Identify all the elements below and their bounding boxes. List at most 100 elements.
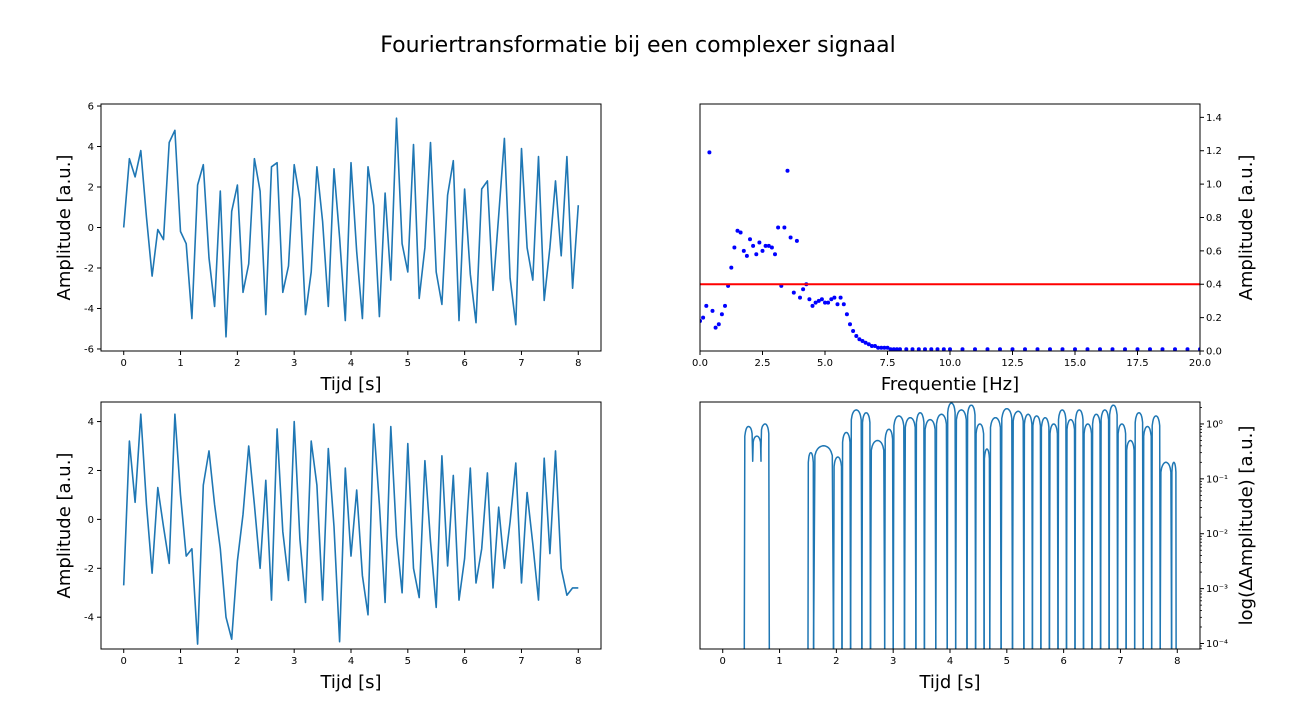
- series-line: [869, 439, 886, 649]
- data-point: [1048, 347, 1052, 351]
- y-tick-label: 0.4: [1206, 280, 1222, 291]
- series-line: [1040, 416, 1051, 649]
- series-line: [883, 428, 894, 649]
- y-tick-label: 0: [88, 515, 94, 526]
- data-point: [929, 347, 934, 351]
- data-point: [707, 150, 712, 155]
- data-point: [719, 312, 724, 317]
- y-tick-label: 1.2: [1206, 146, 1222, 157]
- data-point: [801, 287, 806, 292]
- data-point: [960, 347, 965, 351]
- y-tick-label: 10⁻¹: [1206, 474, 1228, 485]
- y-tick-label: 1.4: [1206, 113, 1222, 124]
- y-tick-label: 0: [88, 223, 94, 234]
- y-tick-label: 0.6: [1206, 246, 1222, 257]
- series-line: [946, 402, 957, 649]
- y-tick-label: 0.8: [1206, 213, 1222, 224]
- data-point: [769, 245, 774, 250]
- x-tick-label: 12.5: [1001, 358, 1023, 369]
- figure-title: Fouriertransformatie bij een complexer s…: [380, 33, 896, 58]
- y-tick-label: 10⁰: [1206, 419, 1223, 430]
- data-point: [1035, 347, 1040, 351]
- data-point: [898, 347, 902, 351]
- series-line: [1159, 461, 1173, 649]
- data-point: [923, 347, 927, 351]
- series-line: [989, 416, 1002, 649]
- data-point: [704, 303, 709, 308]
- data-point: [754, 252, 759, 257]
- data-point: [857, 337, 862, 342]
- data-point: [723, 303, 727, 308]
- data-point: [794, 238, 799, 243]
- plot-area: [700, 150, 1200, 351]
- series-line: [1125, 439, 1136, 649]
- data-point: [941, 347, 946, 351]
- data-point: [757, 240, 762, 245]
- data-point: [1060, 347, 1065, 351]
- x-tick-label: 8: [575, 656, 581, 667]
- x-axis-label: Tijd [s]: [319, 672, 381, 693]
- data-point: [763, 243, 768, 248]
- y-tick-label: 10⁻²: [1206, 529, 1228, 540]
- x-tick-label: 2: [234, 656, 240, 667]
- series-line: [861, 412, 872, 649]
- x-tick-label: 0: [720, 656, 726, 667]
- y-tick-label: 6: [88, 102, 94, 113]
- data-point: [973, 347, 977, 351]
- data-point: [776, 225, 781, 230]
- x-tick-label: 7.5: [880, 358, 896, 369]
- series-line: [1057, 409, 1068, 649]
- data-point: [891, 347, 896, 351]
- series-line: [1142, 425, 1153, 649]
- series-line: [807, 451, 815, 649]
- y-tick-label: 2: [88, 466, 94, 477]
- series-line: [122, 117, 580, 338]
- data-point: [810, 303, 815, 308]
- data-point: [760, 248, 765, 253]
- series-line: [1133, 412, 1144, 649]
- axes-frame: [699, 103, 1201, 352]
- x-axis-label: Tijd [s]: [319, 374, 381, 395]
- data-point: [885, 345, 890, 350]
- x-tick-label: 3: [291, 656, 297, 667]
- x-tick-label: 5.0: [817, 358, 833, 369]
- data-point: [1135, 347, 1140, 351]
- x-tick-label: 4: [348, 656, 354, 667]
- series-line: [892, 415, 906, 649]
- y-tick-label: -2: [84, 263, 94, 274]
- y-tick-label: 4: [88, 417, 94, 428]
- data-point: [935, 347, 940, 351]
- series-line: [1031, 415, 1042, 649]
- data-point: [732, 245, 737, 250]
- x-tick-label: 4: [947, 656, 953, 667]
- data-point: [701, 315, 706, 320]
- data-point: [860, 339, 865, 343]
- data-point: [748, 237, 752, 242]
- x-tick-label: 2.5: [755, 358, 771, 369]
- data-point: [798, 295, 802, 300]
- data-point: [1073, 347, 1077, 351]
- series-line: [923, 418, 937, 649]
- data-point: [1123, 347, 1127, 351]
- panel-bottom-right: 0 1 2 3 4 5 6 7 8 10⁻⁴ 10⁻³ 10⁻² 10⁻¹ 10⁰ Tijd [s] log(…: [699, 401, 1257, 693]
- x-axis-label: Frequentie [Hz]: [881, 374, 1019, 395]
- y-axis-label: Amplitude [a.u.]: [54, 453, 75, 599]
- x-tick-label: 5: [1004, 656, 1010, 667]
- x-tick-label: 3: [291, 358, 297, 369]
- data-point: [838, 295, 843, 300]
- data-point: [773, 252, 777, 257]
- data-point: [829, 297, 834, 302]
- x-tick-label: 5: [405, 358, 411, 369]
- y-tick-label: 0.0: [1206, 347, 1222, 358]
- data-point: [1110, 347, 1115, 351]
- x-axis-label: Tijd [s]: [918, 672, 980, 693]
- x-tick-label: 7: [518, 358, 524, 369]
- data-point: [716, 322, 721, 327]
- data-point: [816, 298, 821, 303]
- data-point: [819, 297, 824, 302]
- series-line: [1108, 404, 1119, 649]
- y-tick-label: -2: [84, 564, 94, 575]
- x-tick-label: 0: [121, 358, 127, 369]
- data-point: [873, 344, 877, 348]
